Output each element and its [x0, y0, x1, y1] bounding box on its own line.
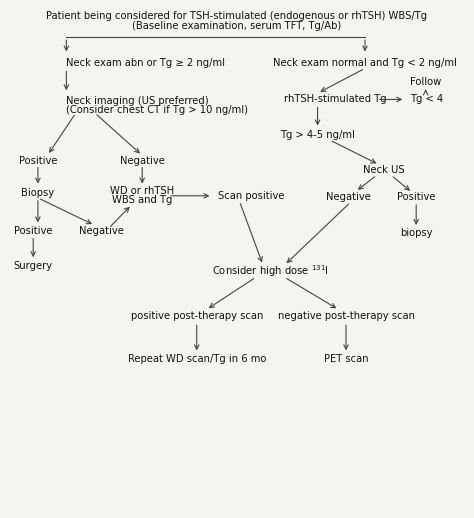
- Text: Follow: Follow: [410, 77, 441, 87]
- Text: WD or rhTSH: WD or rhTSH: [110, 185, 174, 196]
- Text: Negative: Negative: [80, 225, 124, 236]
- Text: Tg < 4: Tg < 4: [410, 94, 443, 105]
- Text: WBS and Tg: WBS and Tg: [112, 195, 173, 205]
- Text: rhTSH-stimulated Tg: rhTSH-stimulated Tg: [284, 94, 387, 105]
- Text: Neck imaging (US preferred): Neck imaging (US preferred): [66, 96, 209, 106]
- Text: Positive: Positive: [397, 192, 436, 202]
- Text: Negative: Negative: [120, 155, 164, 166]
- Text: Patient being considered for TSH-stimulated (endogenous or rhTSH) WBS/Tg: Patient being considered for TSH-stimula…: [46, 10, 428, 21]
- Text: PET scan: PET scan: [324, 354, 368, 365]
- Text: Positive: Positive: [14, 225, 53, 236]
- Text: Neck exam normal and Tg < 2 ng/ml: Neck exam normal and Tg < 2 ng/ml: [273, 58, 457, 68]
- Text: positive post-therapy scan: positive post-therapy scan: [130, 311, 263, 321]
- Text: Scan positive: Scan positive: [218, 191, 284, 201]
- Text: Neck US: Neck US: [363, 165, 405, 175]
- Text: Consider high dose $^{131}$I: Consider high dose $^{131}$I: [212, 264, 328, 279]
- Text: Negative: Negative: [326, 192, 371, 202]
- Text: (Consider chest CT if Tg > 10 ng/ml): (Consider chest CT if Tg > 10 ng/ml): [66, 105, 248, 115]
- Text: negative post-therapy scan: negative post-therapy scan: [277, 311, 415, 321]
- Text: Biopsy: Biopsy: [21, 188, 55, 198]
- Text: Positive: Positive: [18, 155, 57, 166]
- Text: (Baseline examination, serum TFT, Tg/Ab): (Baseline examination, serum TFT, Tg/Ab): [132, 21, 342, 31]
- Text: Repeat WD scan/Tg in 6 mo: Repeat WD scan/Tg in 6 mo: [128, 354, 266, 365]
- Text: biopsy: biopsy: [400, 228, 432, 238]
- Text: Surgery: Surgery: [14, 261, 53, 271]
- Text: Neck exam abn or Tg ≥ 2 ng/ml: Neck exam abn or Tg ≥ 2 ng/ml: [66, 58, 225, 68]
- Text: Tg > 4-5 ng/ml: Tg > 4-5 ng/ml: [280, 130, 355, 140]
